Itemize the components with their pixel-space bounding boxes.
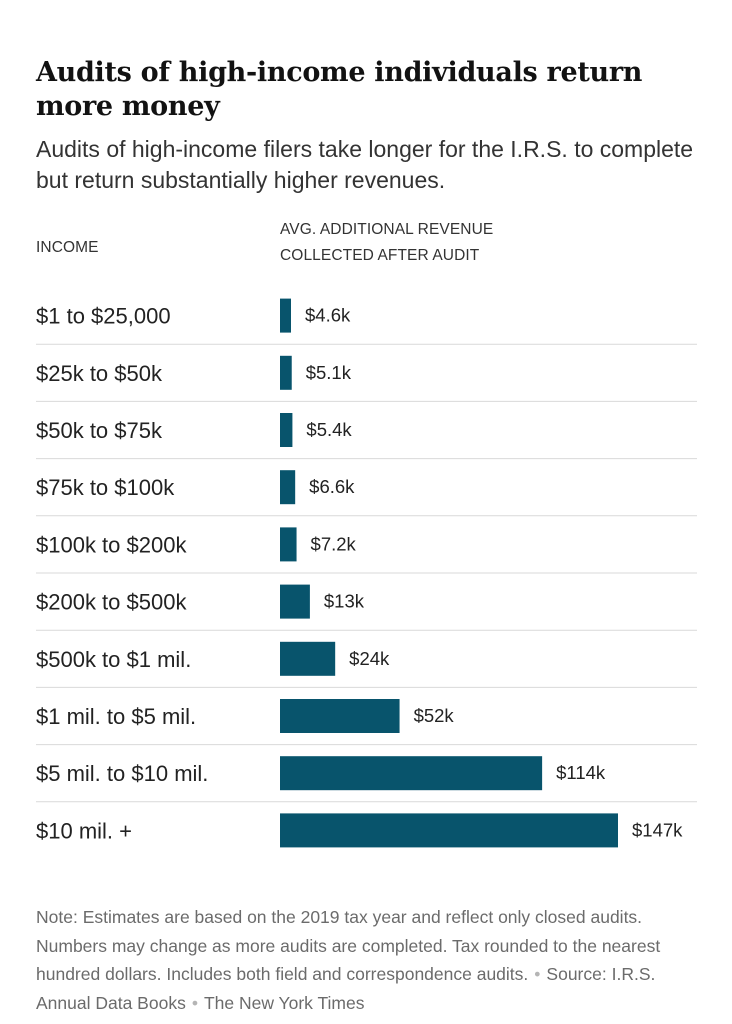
chart-note: Note: Estimates are based on the 2019 ta… bbox=[36, 903, 706, 1017]
revenue-column-header: AVG. ADDITIONAL REVENUE COLLECTED AFTER … bbox=[280, 221, 494, 264]
value-label: $24k bbox=[349, 648, 390, 669]
category-label: $1 to $25,000 bbox=[36, 304, 171, 329]
bar bbox=[280, 355, 292, 390]
category-label: $200k to $500k bbox=[36, 590, 187, 615]
value-label: $4.6k bbox=[305, 305, 351, 326]
category-label: $25k to $50k bbox=[36, 361, 163, 386]
bar bbox=[280, 527, 297, 562]
separator-dot: • bbox=[534, 964, 541, 984]
category-label: $100k to $200k bbox=[36, 532, 187, 557]
chart-subtitle: Audits of high-income filers take longer… bbox=[36, 136, 694, 193]
category-label: $5 mil. to $10 mil. bbox=[36, 761, 208, 786]
value-label: $5.1k bbox=[306, 362, 352, 383]
value-label: $6.6k bbox=[309, 476, 355, 497]
bar bbox=[280, 413, 293, 447]
category-label: $1 mil. to $5 mil. bbox=[36, 704, 196, 729]
category-label: $75k to $100k bbox=[36, 475, 175, 500]
credit-text: The New York Times bbox=[203, 992, 365, 1013]
separator-dot: • bbox=[191, 992, 198, 1013]
chart-title: Audits of high-income individuals return… bbox=[36, 57, 643, 122]
value-label: $114k bbox=[556, 762, 606, 783]
category-label: $10 mil. + bbox=[36, 818, 132, 843]
value-label: $13k bbox=[324, 591, 365, 612]
category-label: $500k to $1 mil. bbox=[36, 647, 191, 672]
bar bbox=[280, 699, 400, 733]
category-label: $50k to $75k bbox=[36, 418, 163, 443]
bar bbox=[280, 298, 291, 333]
bar bbox=[280, 813, 618, 848]
bar bbox=[280, 756, 543, 791]
income-column-header: INCOME bbox=[36, 239, 99, 256]
value-label: $147k bbox=[632, 819, 683, 840]
note-text: Note: Estimates are based on the 2019 ta… bbox=[36, 907, 661, 984]
bar bbox=[280, 641, 336, 676]
bar bbox=[280, 470, 296, 505]
source-text: Source: I.R.S. Annual Data Books bbox=[36, 964, 656, 1013]
bar bbox=[280, 584, 310, 619]
value-label: $5.4k bbox=[306, 419, 352, 440]
value-label: $52k bbox=[414, 705, 455, 726]
value-label: $7.2k bbox=[311, 533, 357, 554]
